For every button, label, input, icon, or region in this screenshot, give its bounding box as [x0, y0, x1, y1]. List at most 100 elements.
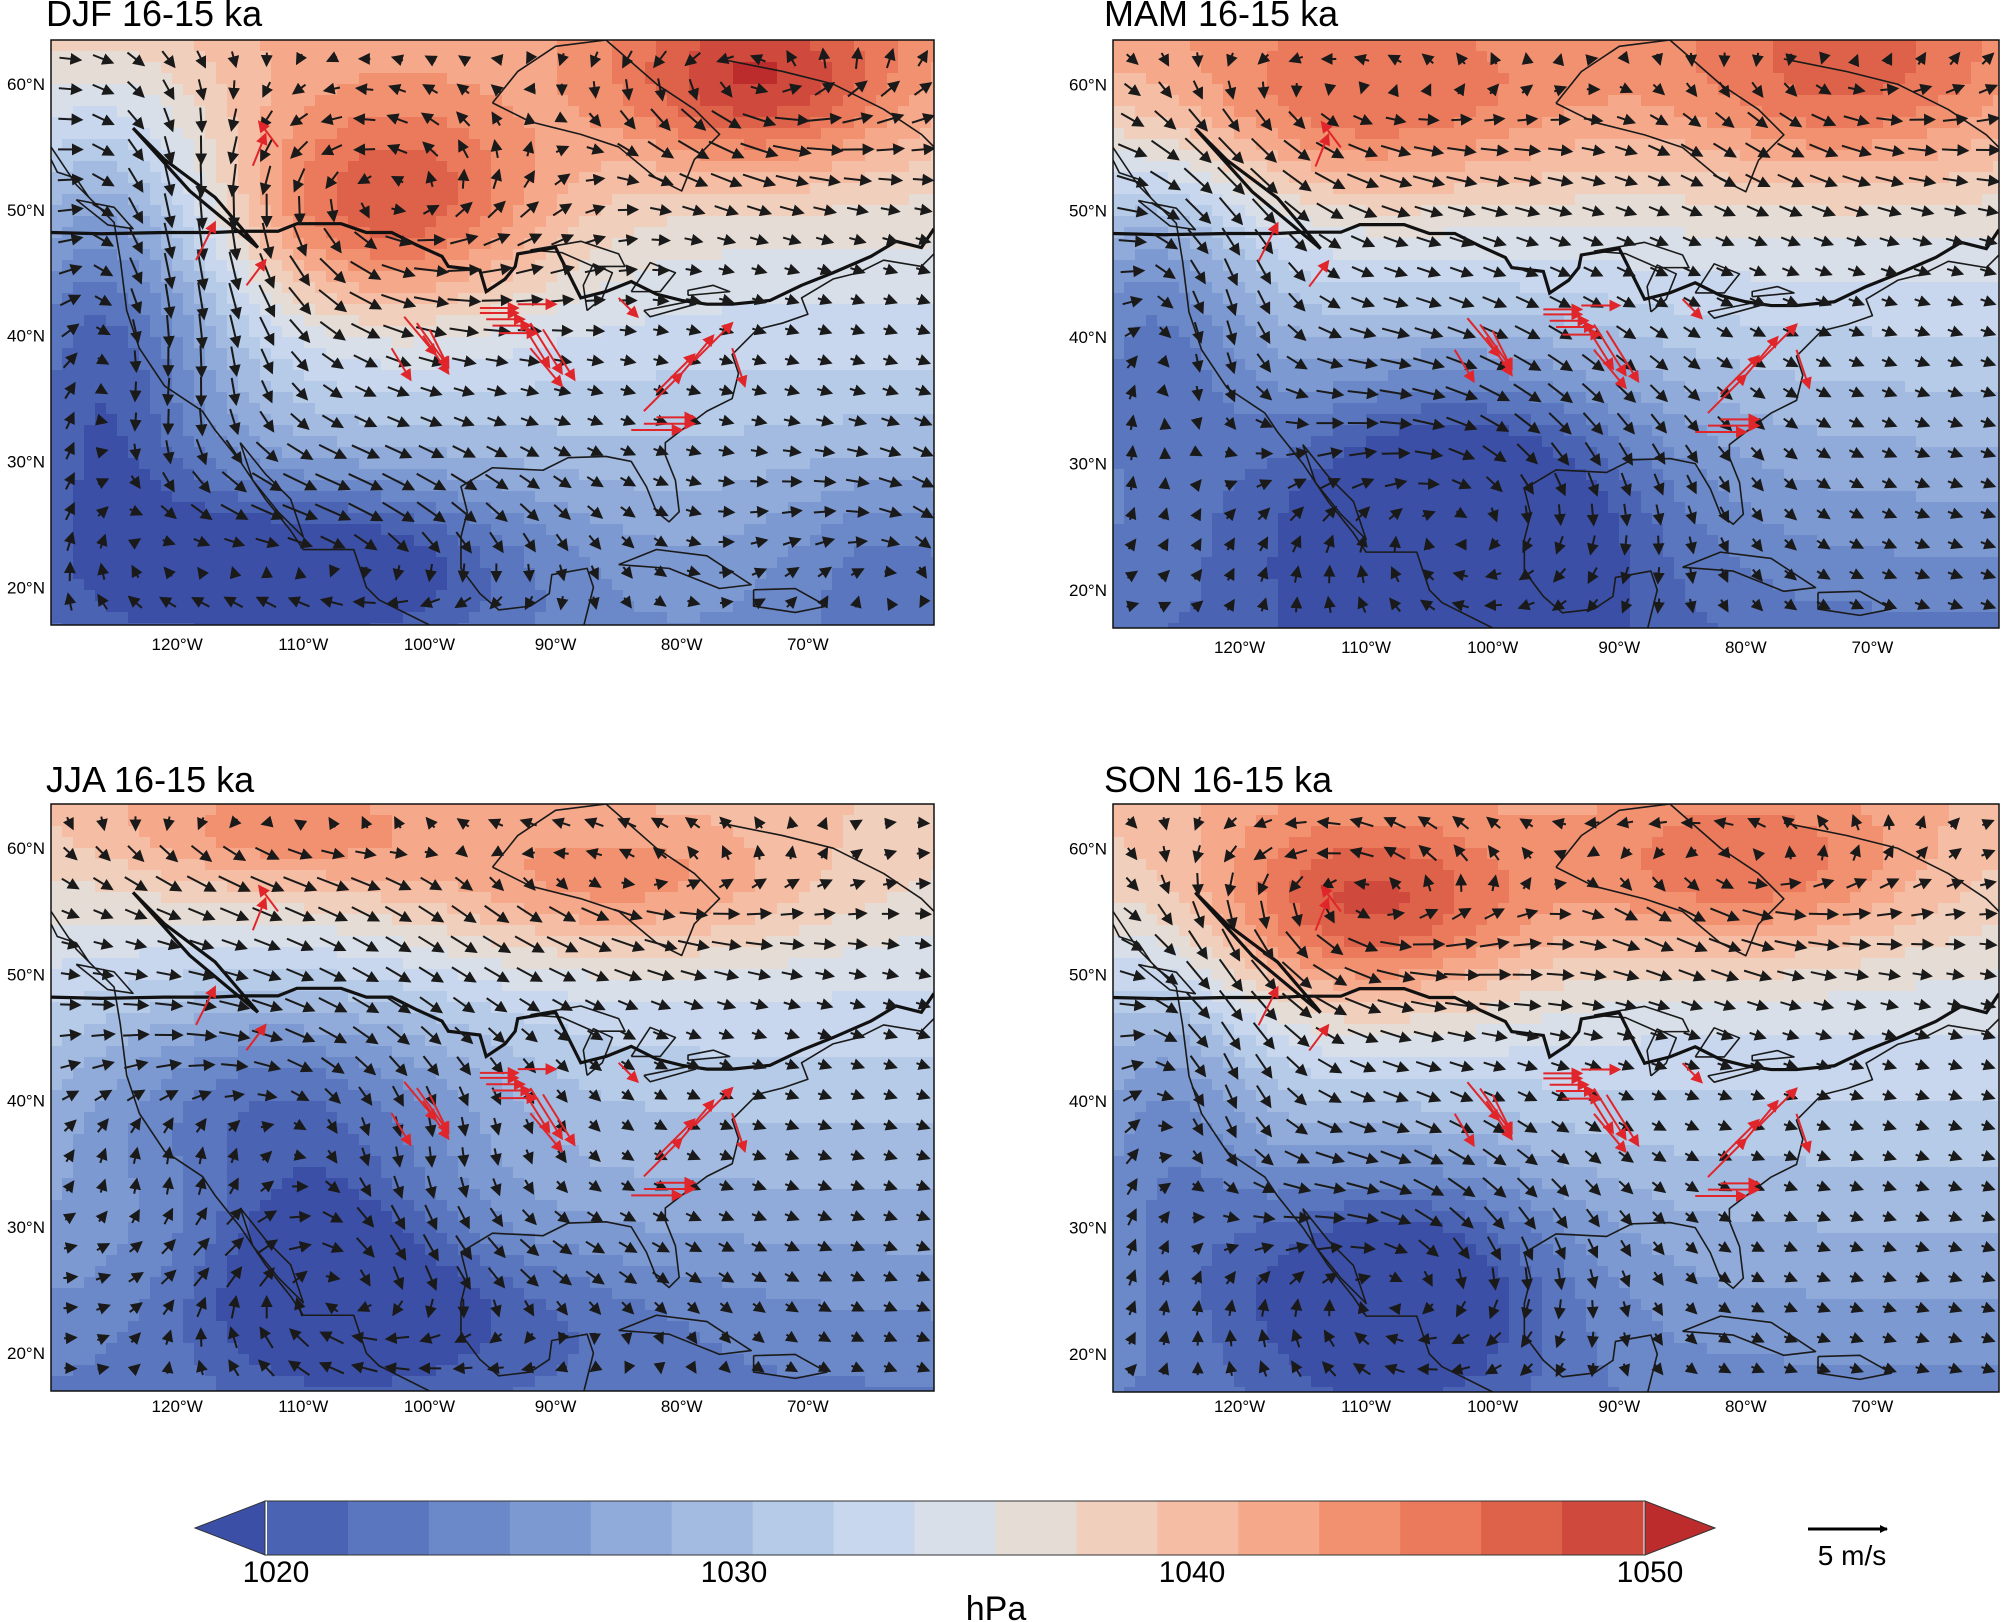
wind-arrow — [1191, 52, 1204, 68]
wind-arrow — [879, 445, 902, 458]
wind-arrow — [162, 471, 175, 493]
wind-arrow — [1490, 51, 1502, 66]
lat-tick-label: 20°N — [7, 578, 45, 597]
wind-arrow — [553, 504, 572, 521]
wind-arrow — [413, 295, 450, 308]
wind-arrow — [1941, 144, 1970, 157]
panel-title-djf: DJF 16-15 ka — [46, 0, 263, 34]
wind-arrow — [255, 596, 277, 608]
lon-tick-label: 80°W — [661, 1397, 703, 1416]
wind-arrow — [845, 475, 870, 488]
wind-arrow — [455, 111, 471, 127]
wind-arrow — [884, 817, 897, 830]
wind-arrow — [1848, 53, 1860, 68]
wind-arrow — [419, 596, 441, 608]
wind-arrow — [850, 568, 865, 580]
wind-arrow — [517, 324, 543, 337]
colorbar-band — [590, 1501, 673, 1555]
wind-arrow — [457, 563, 470, 583]
wind-arrow — [1514, 144, 1542, 157]
wind-arrow — [809, 174, 841, 187]
wind-arrow — [64, 381, 76, 400]
wind-arrow — [850, 293, 866, 306]
wind-arrow — [714, 204, 739, 217]
wind-arrow — [884, 565, 898, 578]
wind-arrow — [1945, 938, 1966, 951]
wind-arrow — [282, 503, 319, 521]
lat-tick-label: 40°N — [1069, 1092, 1107, 1111]
wind-arrow — [617, 142, 640, 157]
wind-arrow — [848, 415, 868, 427]
wind-arrow — [490, 84, 504, 97]
wind-arrow — [653, 444, 669, 456]
wind-arrow — [1224, 1329, 1237, 1347]
ice-sheet-margin — [1113, 127, 1999, 308]
wind-arrow — [1553, 85, 1568, 97]
wind-arrow — [1348, 143, 1379, 158]
wind-arrow — [842, 112, 874, 125]
wind-arrow — [287, 536, 314, 549]
lat-tick-label: 30°N — [7, 452, 45, 471]
wind-arrow — [1388, 535, 1401, 552]
wind-arrow — [550, 264, 576, 276]
wind-arrow — [63, 531, 76, 552]
wind-arrow — [325, 171, 339, 190]
wind-arrow — [1785, 53, 1798, 67]
wind-arrow — [62, 352, 78, 369]
wind-arrow — [775, 174, 809, 187]
wind-arrow — [849, 595, 862, 609]
wind-arrow — [653, 384, 669, 396]
wind-arrow — [190, 503, 213, 521]
pressure-field — [51, 804, 934, 1391]
wind-arrow — [556, 596, 569, 611]
wind-arrow — [250, 504, 284, 521]
wind-arrow — [1751, 52, 1764, 68]
lat-tick-label: 50°N — [1069, 202, 1107, 221]
wind-arrow — [158, 596, 177, 609]
wind-arrow — [554, 173, 571, 186]
wind-arrow — [1323, 564, 1336, 584]
wind-arrow — [260, 348, 274, 375]
wind-arrow — [57, 173, 85, 186]
wind-arrow — [489, 531, 504, 554]
wind-arrow — [382, 501, 415, 523]
lat-tick-label: 30°N — [7, 1218, 45, 1237]
wind-arrow — [1346, 173, 1380, 189]
wind-arrow — [774, 113, 810, 126]
wind-arrow — [677, 139, 710, 160]
wind-arrow — [515, 263, 545, 276]
wind-arrow — [619, 109, 636, 130]
map-frame — [50, 39, 935, 626]
lon-tick-label: 70°W — [1852, 1397, 1894, 1416]
wind-arrow — [457, 1298, 470, 1319]
wind-arrow — [1257, 52, 1271, 65]
wind-arrow — [1880, 83, 1900, 96]
wind-arrow — [130, 288, 143, 315]
wind-arrow — [485, 355, 509, 367]
wind-arrow — [63, 1271, 79, 1284]
wind-arrow — [746, 907, 773, 920]
wind-arrow — [353, 143, 376, 156]
wind-arrow — [321, 352, 344, 370]
wind-arrow — [648, 174, 674, 187]
wind-arrow — [522, 563, 535, 583]
wind-arrow — [622, 50, 634, 69]
wind-arrow — [813, 204, 838, 216]
wind-arrow — [911, 113, 934, 125]
wind-arrow — [58, 264, 83, 276]
wind-arrow — [58, 113, 84, 126]
wind-arrow — [1412, 175, 1446, 188]
lat-tick-label: 60°N — [1069, 839, 1107, 858]
wind-arrow — [751, 414, 768, 427]
panel-title-son: SON 16-15 ka — [1104, 759, 1333, 800]
wind-arrow — [719, 81, 733, 98]
wind-arrow — [481, 294, 513, 307]
wind-arrow — [1685, 52, 1698, 67]
wind-arrow — [784, 323, 800, 336]
wind-arrow — [806, 144, 844, 157]
wind-arrow — [912, 173, 934, 186]
wind-arrow — [616, 173, 640, 186]
wind-arrow — [813, 475, 837, 488]
wind-arrow — [620, 595, 632, 609]
wind-arrow — [290, 140, 309, 159]
